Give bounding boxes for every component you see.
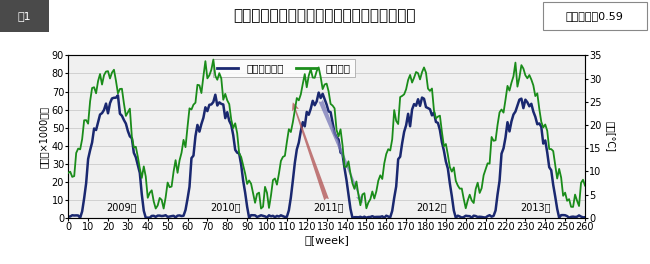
Legend: 売上（実績）, 平均気温: 売上（実績）, 平均気温	[213, 59, 355, 77]
X-axis label: 週[week]: 週[week]	[304, 235, 349, 245]
Text: 決定係数＝0.59: 決定係数＝0.59	[566, 11, 624, 21]
Text: 南関東の冷やし中華つゆの売上と気温の関係: 南関東の冷やし中華つゆの売上と気温の関係	[234, 8, 416, 23]
Text: 2010年: 2010年	[210, 202, 240, 212]
Text: 図1: 図1	[18, 11, 31, 21]
Text: 2009年: 2009年	[107, 202, 137, 212]
Y-axis label: 気温[°C]: 気温[°C]	[606, 121, 616, 152]
FancyBboxPatch shape	[543, 2, 647, 30]
Text: 2011年: 2011年	[313, 202, 344, 212]
Text: 2013年: 2013年	[520, 202, 551, 212]
Y-axis label: 売上［×1000個］: 売上［×1000個］	[39, 106, 49, 168]
Text: 2012年: 2012年	[417, 202, 447, 212]
FancyBboxPatch shape	[0, 0, 49, 32]
